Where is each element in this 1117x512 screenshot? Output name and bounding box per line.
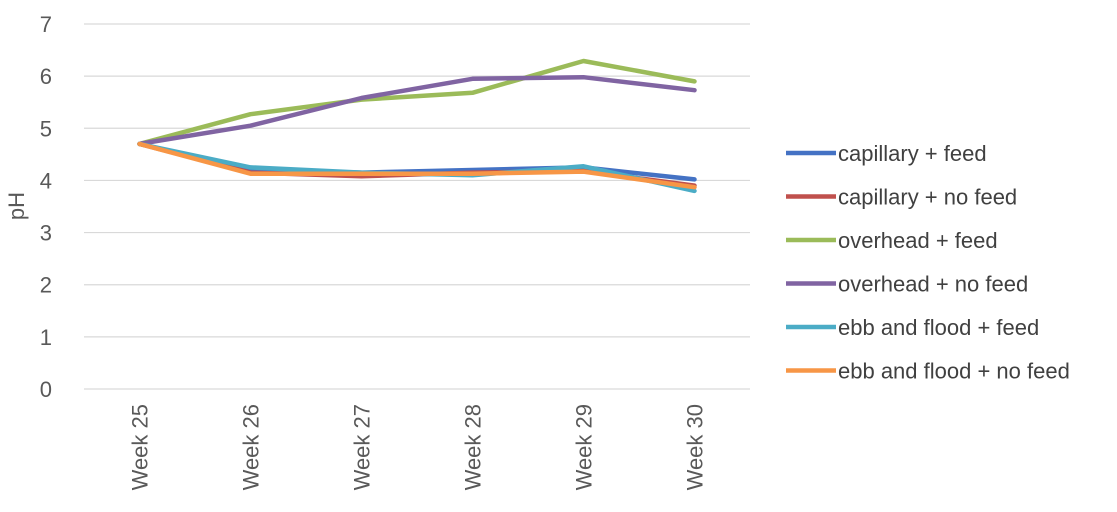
x-axis-ticks: Week 25 Week 26 Week 27 Week 28 Week 29 Week … bbox=[128, 404, 708, 490]
y-tick-label: 5 bbox=[40, 116, 52, 141]
series-line bbox=[137, 74, 697, 147]
x-tick-label: Week 26 bbox=[239, 404, 264, 490]
legend-label: ebb and flood + feed bbox=[838, 315, 1039, 340]
x-tick-label: Week 29 bbox=[572, 404, 597, 490]
y-tick-label: 3 bbox=[40, 221, 52, 246]
series-line bbox=[137, 141, 697, 190]
legend-item: capillary + feed bbox=[786, 141, 987, 166]
y-tick-label: 4 bbox=[40, 168, 52, 193]
legend-item: capillary + no feed bbox=[786, 185, 1017, 210]
y-axis-title: pH bbox=[4, 192, 29, 220]
y-tick-label: 0 bbox=[40, 377, 52, 402]
x-tick-label: Week 25 bbox=[128, 404, 153, 490]
legend-label: capillary + feed bbox=[838, 141, 987, 166]
y-tick-label: 7 bbox=[40, 12, 52, 37]
gridlines bbox=[84, 23, 750, 390]
x-tick-label: Week 30 bbox=[683, 404, 708, 490]
y-tick-label: 1 bbox=[40, 325, 52, 350]
legend-item: ebb and flood + no feed bbox=[786, 359, 1070, 384]
y-tick-label: 2 bbox=[40, 273, 52, 298]
x-tick-label: Week 27 bbox=[350, 404, 375, 490]
y-axis-ticks: 0 1 2 3 4 5 6 7 bbox=[40, 12, 52, 402]
series-line bbox=[137, 58, 697, 147]
legend-label: overhead + no feed bbox=[838, 272, 1028, 297]
legend-label: overhead + feed bbox=[838, 228, 998, 253]
legend-label: ebb and flood + no feed bbox=[838, 359, 1070, 384]
legend: capillary + feed capillary + no feed overh… bbox=[786, 141, 1070, 384]
y-tick-label: 6 bbox=[40, 64, 52, 89]
legend-item: overhead + no feed bbox=[786, 272, 1028, 297]
series-lines bbox=[137, 58, 697, 194]
x-tick-label: Week 28 bbox=[461, 404, 486, 490]
legend-label: capillary + no feed bbox=[838, 185, 1017, 210]
legend-item: ebb and flood + feed bbox=[786, 315, 1039, 340]
legend-item: overhead + feed bbox=[786, 228, 998, 253]
